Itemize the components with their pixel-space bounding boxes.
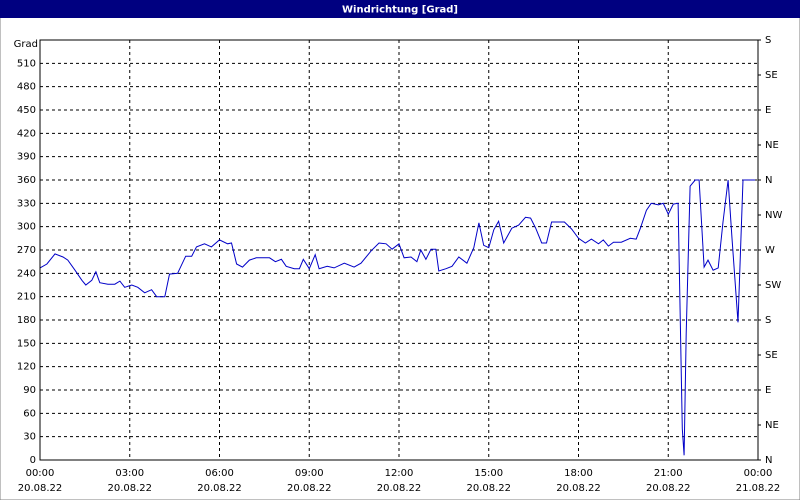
y2-tick-label: N xyxy=(765,175,772,186)
y-tick-label: 60 xyxy=(23,408,36,419)
y-tick-label: 390 xyxy=(17,152,36,163)
x-tick-date: 20.08.22 xyxy=(646,483,691,494)
y2-tick-label: N xyxy=(765,455,772,466)
chart-title: Windrichtung [Grad] xyxy=(342,5,458,16)
y2-tick-label: SE xyxy=(765,350,778,361)
x-tick-date: 20.08.22 xyxy=(556,483,601,494)
x-tick-date: 20.08.22 xyxy=(197,483,242,494)
x-tick-label: 09:00 xyxy=(295,468,324,479)
y-tick-label: 150 xyxy=(17,338,36,349)
y2-tick-label: E xyxy=(765,105,771,116)
y-tick-label: 450 xyxy=(17,105,36,116)
y2-tick-label: NW xyxy=(765,210,782,221)
data-line xyxy=(39,179,755,456)
x-tick-label: 15:00 xyxy=(474,468,503,479)
y-tick-label: 300 xyxy=(17,222,36,233)
x-tick-label: 12:00 xyxy=(385,468,414,479)
y-tick-label: 120 xyxy=(17,362,36,373)
x-tick-label: 21:00 xyxy=(654,468,683,479)
y-tick-label: 30 xyxy=(23,432,36,443)
plot xyxy=(39,179,755,456)
y2-tick-label: S xyxy=(765,315,771,326)
y-tick-label: 240 xyxy=(17,268,36,279)
y-tick-label: 90 xyxy=(23,385,36,396)
y2-tick-label: NE xyxy=(765,140,779,151)
x-tick-label: 00:00 xyxy=(744,468,773,479)
y2-tick-label: S xyxy=(765,35,771,46)
y-tick-label: 180 xyxy=(17,315,36,326)
y-tick-label: 480 xyxy=(17,82,36,93)
x-tick-date: 20.08.22 xyxy=(287,483,332,494)
y2-tick-label: SE xyxy=(765,70,778,81)
y-tick-label: 270 xyxy=(17,245,36,256)
title-bar xyxy=(0,0,800,18)
x-tick-label: 03:00 xyxy=(115,468,144,479)
y-axis-label: Grad xyxy=(14,39,38,50)
x-tick-label: 00:00 xyxy=(26,468,55,479)
y2-tick-label: E xyxy=(765,385,771,396)
x-tick-date: 20.08.22 xyxy=(107,483,152,494)
x-tick-label: 18:00 xyxy=(564,468,593,479)
y-tick-label: 0 xyxy=(30,455,36,466)
y-tick-label: 330 xyxy=(17,198,36,209)
x-tick-date: 21.08.22 xyxy=(736,483,781,494)
x-tick-label: 06:00 xyxy=(205,468,234,479)
y2-tick-label: NE xyxy=(765,420,779,431)
x-tick-date: 20.08.22 xyxy=(466,483,511,494)
y-tick-label: 360 xyxy=(17,175,36,186)
y2-tick-label: SW xyxy=(765,280,781,291)
y-tick-label: 210 xyxy=(17,292,36,303)
x-tick-date: 20.08.22 xyxy=(377,483,422,494)
y2-tick-label: W xyxy=(765,245,775,256)
y-tick-label: 420 xyxy=(17,128,36,139)
y-tick-label: 510 xyxy=(17,58,36,69)
x-tick-date: 20.08.22 xyxy=(18,483,63,494)
